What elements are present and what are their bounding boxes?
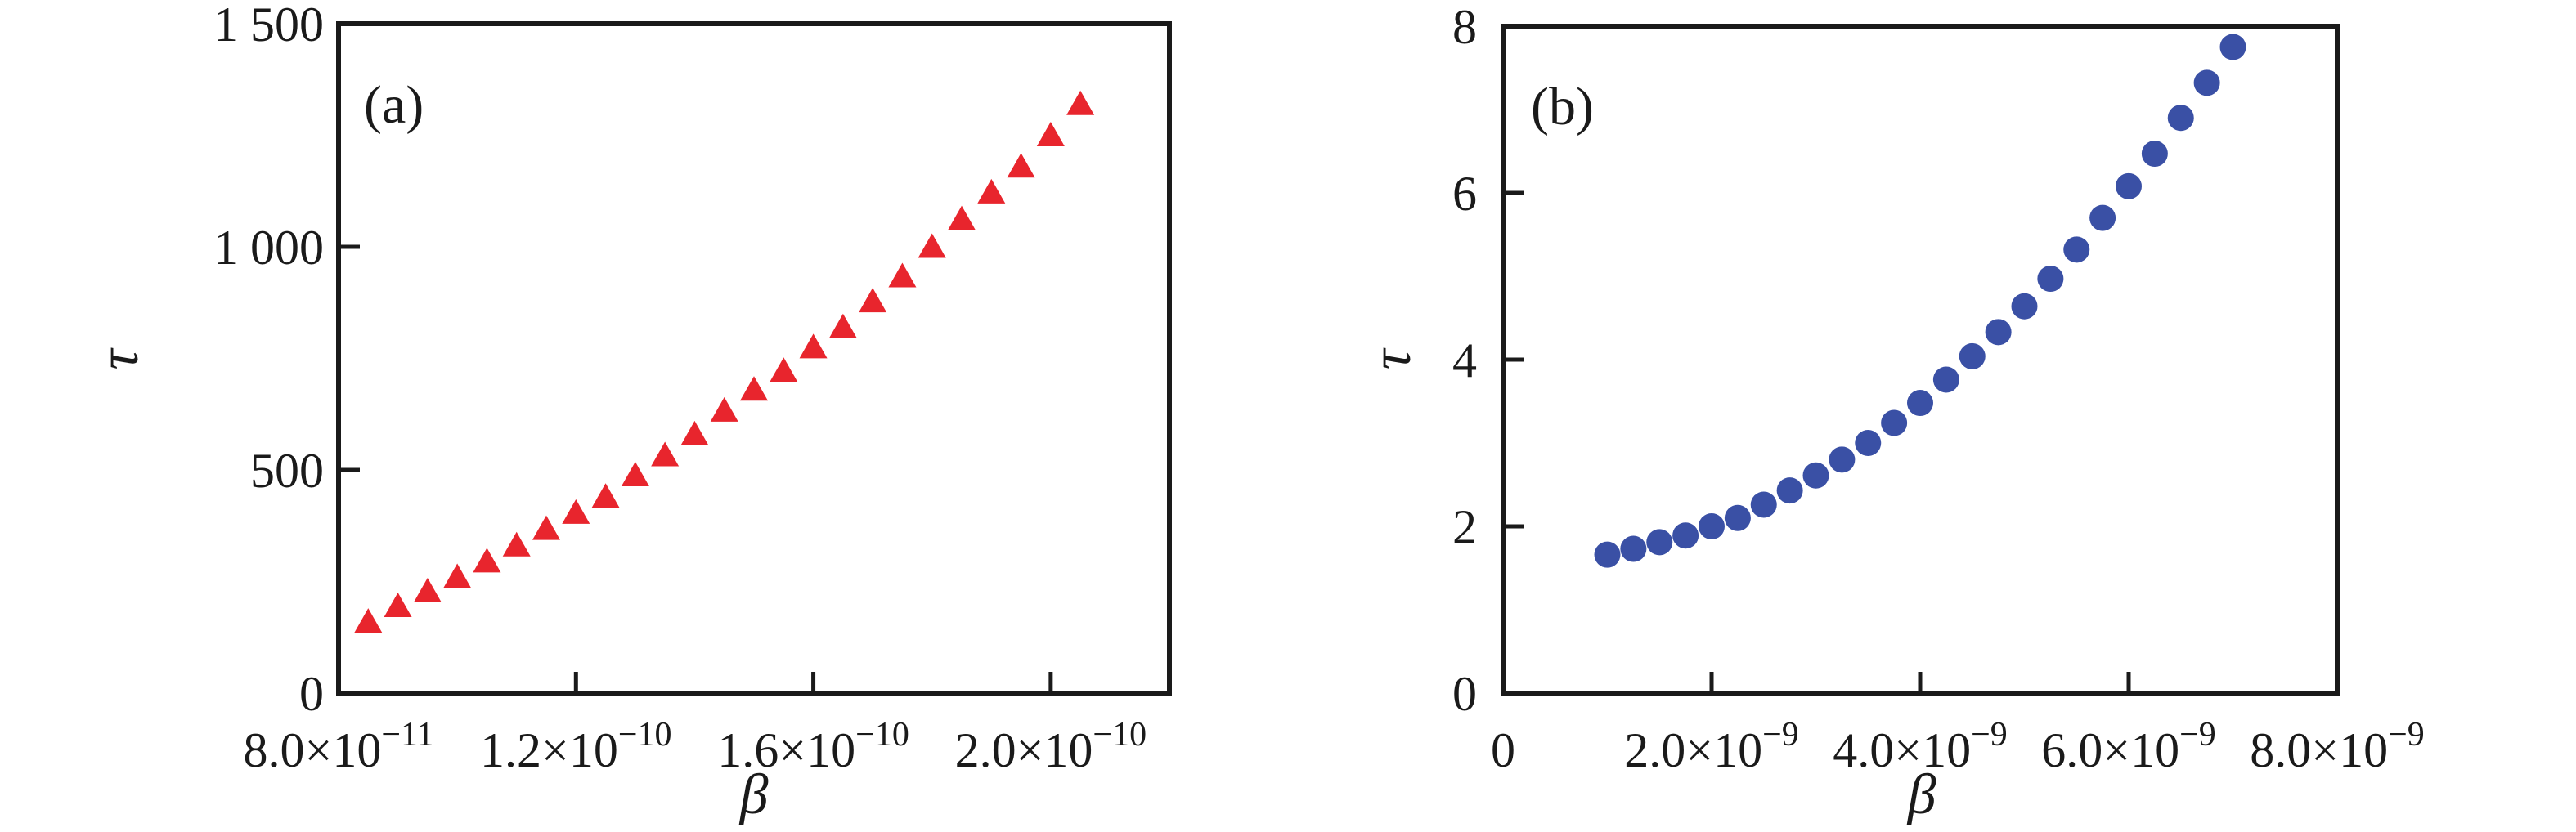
data-series-a bbox=[354, 90, 1095, 633]
data-point-circle bbox=[1932, 366, 1959, 393]
data-point-circle bbox=[2037, 266, 2064, 293]
x-tick-label: 2.0×10−10 bbox=[955, 716, 1147, 777]
plot-frame bbox=[1501, 24, 2340, 696]
x-tick-label-main: 4.0×10 bbox=[1833, 723, 1971, 777]
data-point-circle bbox=[1855, 430, 1882, 456]
y-tick-label: 0 bbox=[1452, 667, 1477, 721]
data-point-triangle bbox=[384, 593, 412, 618]
data-point-triangle bbox=[977, 178, 1006, 204]
data-point-circle bbox=[2141, 141, 2168, 168]
data-point-circle bbox=[1724, 504, 1751, 531]
panel-label-a: (a) bbox=[364, 75, 424, 135]
data-point-triangle bbox=[502, 531, 531, 557]
data-point-circle bbox=[1594, 541, 1621, 568]
x-tick-label: 1.2×10−10 bbox=[480, 716, 672, 777]
plot-frame bbox=[336, 21, 1172, 696]
x-tick-label: 4.0×10−9 bbox=[1833, 716, 2008, 777]
x-tick-label-exponent: −10 bbox=[1093, 716, 1147, 754]
data-point-triangle bbox=[740, 376, 768, 401]
data-point-triangle bbox=[680, 420, 709, 445]
x-tick-label-main: 1.2×10 bbox=[480, 723, 618, 777]
y-tick-label: 2 bbox=[1452, 500, 1477, 554]
data-point-circle bbox=[2116, 172, 2142, 199]
data-point-triangle bbox=[621, 462, 649, 487]
data-point-circle bbox=[1672, 522, 1699, 549]
y-axis-title-b: τ bbox=[1360, 347, 1423, 370]
x-tick-label-main: 0 bbox=[1491, 723, 1515, 777]
x-tick-label-exponent: −10 bbox=[855, 716, 909, 754]
x-tick-label-main: 2.0×10 bbox=[1624, 723, 1762, 777]
x-tick-label-exponent: −11 bbox=[381, 716, 433, 754]
data-point-triangle bbox=[591, 483, 620, 508]
y-tick-label: 6 bbox=[1452, 167, 1477, 221]
data-point-circle bbox=[1802, 462, 1829, 489]
data-point-triangle bbox=[562, 499, 590, 524]
data-point-triangle bbox=[473, 548, 501, 573]
y-tick-label: 4 bbox=[1452, 333, 1477, 387]
data-point-triangle bbox=[651, 441, 680, 467]
x-tick-label-main: 8.0×10 bbox=[244, 723, 382, 777]
data-point-circle bbox=[2063, 236, 2090, 263]
data-point-circle bbox=[1646, 529, 1673, 556]
chart-panel-b: 0 2.0×10−9 4.0×10−9 6.0×10−9 8.0×10−902468(b… bbox=[1360, 0, 2425, 826]
x-tick-label: 2.0×10−9 bbox=[1624, 716, 1799, 777]
x-tick-label: 0 bbox=[1491, 723, 1515, 777]
x-tick-label-exponent: −9 bbox=[2179, 716, 2216, 754]
data-point-triangle bbox=[1036, 122, 1065, 146]
data-point-circle bbox=[2193, 69, 2220, 96]
data-point-triangle bbox=[354, 608, 383, 633]
data-point-triangle bbox=[948, 205, 976, 230]
x-tick-label-main: 6.0×10 bbox=[2041, 723, 2179, 777]
data-point-circle bbox=[1776, 477, 1803, 504]
x-tick-label: 1.6×10−10 bbox=[717, 716, 909, 777]
x-tick-label-exponent: −9 bbox=[2388, 716, 2425, 754]
data-point-circle bbox=[2219, 34, 2246, 60]
data-series-b bbox=[1594, 34, 2246, 568]
data-point-triangle bbox=[1007, 153, 1035, 178]
data-point-triangle bbox=[918, 233, 946, 258]
data-point-triangle bbox=[1066, 90, 1095, 115]
data-point-triangle bbox=[828, 313, 857, 338]
y-tick-label: 0 bbox=[299, 667, 324, 721]
x-tick-label-main: 2.0×10 bbox=[955, 723, 1093, 777]
data-point-circle bbox=[2011, 293, 2038, 320]
data-point-circle bbox=[2089, 204, 2116, 231]
panel-label-b: (b) bbox=[1531, 77, 1594, 136]
y-tick-label: 1 500 bbox=[213, 0, 324, 51]
x-tick-label-exponent: −9 bbox=[1971, 716, 2008, 754]
data-point-circle bbox=[2167, 105, 2194, 132]
x-tick-label: 8.0×10−9 bbox=[2250, 716, 2425, 777]
data-point-circle bbox=[1985, 319, 2012, 346]
data-point-circle bbox=[1620, 535, 1647, 562]
data-point-triangle bbox=[859, 288, 887, 313]
data-point-circle bbox=[1750, 491, 1777, 518]
y-tick-label: 500 bbox=[250, 444, 324, 498]
data-point-triangle bbox=[710, 396, 738, 422]
x-tick-label-main: 8.0×10 bbox=[2250, 723, 2388, 777]
data-point-triangle bbox=[799, 333, 828, 359]
data-point-circle bbox=[1699, 513, 1725, 539]
x-tick-label-exponent: −9 bbox=[1762, 716, 1799, 754]
data-point-triangle bbox=[770, 357, 798, 382]
data-point-triangle bbox=[443, 563, 472, 588]
data-point-circle bbox=[1881, 409, 1908, 436]
chart-panel-a: 8.0×10−11 1.2×10−10 1.6×10−10 2.0×10−100500… bbox=[88, 0, 1172, 826]
x-tick-label-main: 1.6×10 bbox=[717, 723, 855, 777]
data-point-circle bbox=[1829, 446, 1856, 473]
data-point-triangle bbox=[413, 578, 442, 603]
data-point-circle bbox=[1959, 342, 1986, 369]
y-tick-label: 1 000 bbox=[213, 221, 324, 275]
data-point-triangle bbox=[888, 262, 917, 288]
y-axis-title-a: τ bbox=[88, 347, 150, 370]
data-point-circle bbox=[1907, 390, 1933, 417]
x-tick-label-exponent: −10 bbox=[618, 716, 672, 754]
x-axis-title-b: β bbox=[1906, 763, 1936, 826]
x-axis-title-a: β bbox=[738, 763, 769, 826]
y-tick-label: 8 bbox=[1452, 0, 1477, 54]
x-tick-label: 8.0×10−11 bbox=[244, 716, 434, 777]
x-tick-label: 6.0×10−9 bbox=[2041, 716, 2216, 777]
data-point-triangle bbox=[532, 515, 560, 540]
